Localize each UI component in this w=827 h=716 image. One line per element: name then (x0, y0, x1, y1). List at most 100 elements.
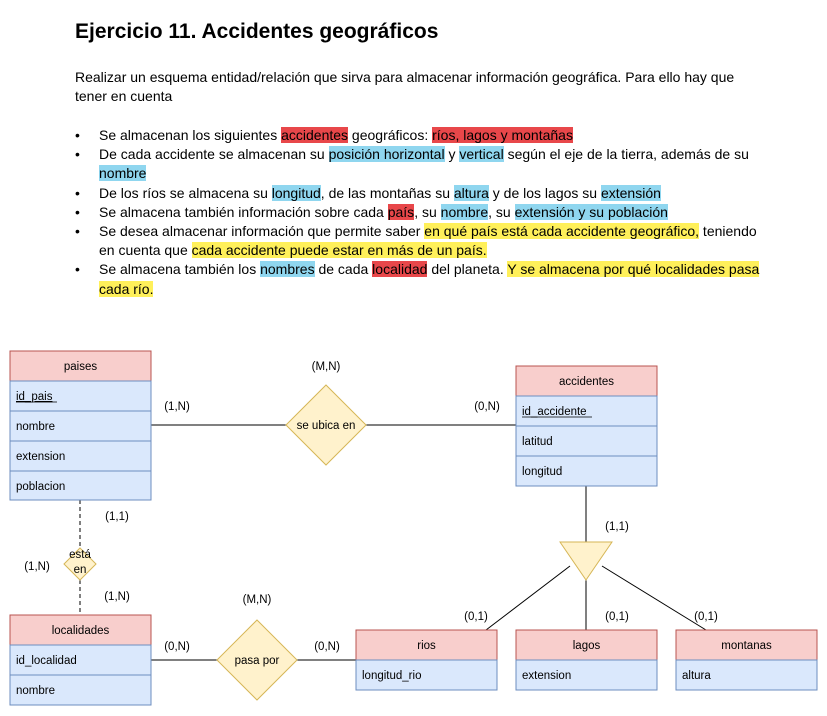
requirement-text: Se almacena también los (99, 261, 261, 278)
requirements-list: Se almacenan los siguientes accidentes g… (75, 126, 765, 299)
entity-header (515, 365, 658, 397)
requirement-text: Se desea almacenar información que permi… (99, 223, 425, 240)
highlighted-term: cada accidente puede estar en más de un … (191, 242, 487, 259)
entity-montanas[interactable]: montanas altura (675, 629, 818, 691)
highlighted-term: accidentes (281, 127, 349, 143)
requirement-text: , de las montañas su (320, 184, 454, 201)
relation-label: está (69, 549, 91, 561)
cardinality-label: (0,1) (694, 611, 718, 623)
requirement-item: De cada accidente se almacenan su posici… (75, 145, 765, 183)
requirement-item: Se desea almacenar información que permi… (75, 222, 765, 260)
entity-body (675, 659, 818, 691)
entity-title: montanas (721, 640, 772, 652)
entity-paises[interactable]: paises id_pais nombre extension poblacio… (9, 350, 152, 501)
attribute: longitud_rio (362, 670, 421, 682)
highlighted-term: altura (453, 184, 489, 201)
line-hierarchy-montanas (601, 565, 707, 631)
entity-title: accidentes (559, 376, 614, 388)
highlighted-term: país (387, 203, 415, 220)
relation-esta-en[interactable]: está en (63, 547, 97, 581)
requirement-text: y de los lagos su (488, 184, 601, 201)
entity-body (515, 395, 658, 487)
requirement-item: Se almacenan los siguientes accidentes g… (75, 126, 765, 145)
highlighted-term: nombre (440, 203, 489, 220)
entity-header (515, 629, 658, 661)
requirement-text: geográficos: (348, 127, 433, 143)
attribute: longitud (522, 466, 562, 478)
line-hierarchy-rios (485, 565, 571, 631)
entity-rios[interactable]: rios longitud_rio (355, 629, 498, 691)
requirement-text: de cada (314, 261, 373, 278)
primary-key-attribute: id_localidad (16, 655, 77, 667)
highlighted-term: en qué país está cada accidente geográfi… (424, 223, 700, 240)
attribute: nombre (16, 421, 55, 433)
highlighted-term: localidad (372, 261, 428, 278)
relation-label: se ubica en (297, 420, 356, 432)
highlighted-term: vertical (459, 146, 504, 163)
cardinality-label: (1,N) (164, 401, 190, 413)
intro-paragraph: Realizar un esquema entidad/relación que… (75, 69, 735, 104)
attribute: altura (682, 670, 711, 682)
attribute: nombre (16, 685, 55, 697)
relation-se-ubica-en[interactable]: se ubica en (285, 384, 367, 466)
requirement-item: Se almacena también los nombres de cada … (75, 260, 765, 298)
isa-triangle (559, 541, 613, 581)
relation-diamond (285, 384, 367, 466)
highlighted-term: extensión (600, 184, 661, 201)
highlighted-term: longitud (271, 184, 321, 201)
requirement-text: De los ríos se almacena su (99, 184, 272, 201)
highlighted-term: extensión y su población (514, 203, 668, 220)
requirement-text: , su (488, 203, 515, 220)
relation-cardinality: (1,N) (24, 561, 50, 573)
primary-key-attribute: id_pais (16, 391, 53, 403)
attribute: extension (522, 670, 571, 682)
entity-body (515, 659, 658, 691)
requirement-text: teniendo en cuenta que (99, 223, 757, 259)
highlighted-term: nombre (99, 165, 147, 182)
cardinality-label: (1,N) (104, 591, 130, 603)
relation-cardinality: (M,N) (243, 594, 272, 606)
requirement-text: , su (414, 203, 441, 220)
primary-key-attribute: id_accidente (522, 406, 587, 418)
cardinality-label: (0,1) (605, 611, 629, 623)
requirement-text: Se almacena también información sobre ca… (99, 203, 388, 220)
requirement-text: según el eje de la tierra, además de su (503, 146, 749, 163)
requirement-item: Se almacena también información sobre ca… (75, 203, 765, 222)
attribute: poblacion (16, 481, 65, 493)
relation-label: en (74, 564, 87, 576)
cardinality-label: (0,N) (164, 641, 190, 653)
cardinality-label: (0,N) (474, 401, 500, 413)
cardinality-label: (0,N) (314, 641, 340, 653)
page-title: Ejercicio 11. Accidentes geográficos (75, 20, 439, 43)
requirement-text: del planeta. (427, 261, 508, 278)
relation-diamond (63, 547, 97, 581)
entity-title: lagos (573, 640, 601, 652)
entity-title: localidades (52, 625, 110, 637)
relation-pasa-por[interactable]: pasa por (216, 619, 298, 701)
requirement-text: De cada accidente se almacenan su (99, 146, 329, 163)
highlighted-term: posición horizontal (328, 146, 445, 163)
relation-diamond (216, 619, 298, 701)
cardinality-label: (1,1) (105, 511, 129, 523)
entity-title: rios (417, 640, 436, 652)
relation-cardinality: (M,N) (312, 361, 341, 373)
attribute: latitud (522, 436, 553, 448)
entity-header (675, 629, 818, 661)
attribute: extension (16, 451, 65, 463)
relation-label: pasa por (235, 655, 280, 667)
requirement-text: Se almacenan los siguientes (99, 127, 282, 143)
entity-lagos[interactable]: lagos extension (515, 629, 658, 691)
entity-title: paises (64, 361, 97, 373)
entity-header (9, 614, 152, 646)
hierarchy-triangle[interactable] (559, 541, 613, 581)
highlighted-term: ríos, lagos y montañas (432, 127, 573, 143)
requirement-text: y (444, 146, 460, 163)
entity-body (355, 659, 498, 691)
cardinality-label: (1,1) (605, 521, 629, 533)
cardinality-label: (0,1) (464, 611, 488, 623)
entity-header (355, 629, 498, 661)
entity-accidentes[interactable]: accidentes id_accidente latitud longitud (515, 365, 658, 487)
entity-localidades[interactable]: localidades id_localidad nombre (9, 614, 152, 706)
requirement-item: De los ríos se almacena su longitud, de … (75, 184, 765, 203)
